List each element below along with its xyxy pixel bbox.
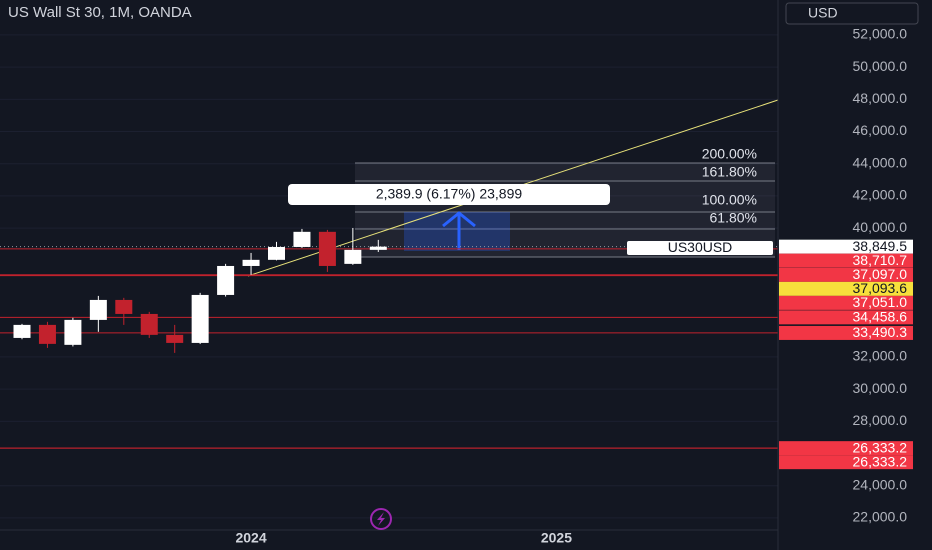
icon-circle[interactable] bbox=[370, 508, 392, 530]
currency-box[interactable] bbox=[785, 2, 919, 25]
grid bbox=[0, 34, 778, 519]
candle-body bbox=[242, 259, 260, 266]
y-tick-label: 44,000.0 bbox=[853, 154, 908, 170]
candle-body bbox=[217, 265, 235, 295]
price-tag-label: 37,051.0 bbox=[853, 294, 908, 310]
projection-box bbox=[404, 212, 510, 251]
projection bbox=[404, 211, 510, 251]
fib-label: 100.00% bbox=[702, 192, 757, 208]
price-tag-label: 26,333.2 bbox=[853, 453, 908, 469]
y-tick-label: 50,000.0 bbox=[853, 58, 908, 74]
last-price-tag bbox=[779, 239, 913, 254]
price-tag bbox=[779, 310, 913, 325]
price-tag bbox=[779, 295, 913, 310]
fib-label: 161.80% bbox=[702, 164, 757, 180]
candle-body bbox=[268, 246, 285, 260]
candle-body bbox=[166, 334, 184, 343]
y-tick-label: 46,000.0 bbox=[853, 122, 908, 138]
price-tags: 38,849.538,710.737,097.037,093.637,051.0… bbox=[779, 238, 913, 470]
measure-label: 2,389.9 (6.17%) 23,899 bbox=[376, 186, 523, 202]
icon-bolt[interactable] bbox=[377, 512, 385, 526]
y-tick-label: 24,000.0 bbox=[853, 476, 908, 492]
currency-label[interactable]: USD bbox=[808, 5, 838, 21]
price-tag-label: 34,458.6 bbox=[853, 309, 908, 325]
price-tag-label: 26,333.2 bbox=[853, 439, 908, 455]
price-tag-label: 37,093.6 bbox=[853, 280, 908, 296]
candle-body bbox=[293, 231, 311, 247]
last-price-label: 38,849.5 bbox=[853, 238, 908, 254]
axis-labels: 22,000.0 24,000.0 28,000.0 30,000.0 32,000.0… bbox=[235, 26, 907, 546]
x-tick-label: 2024 bbox=[235, 530, 266, 546]
candle-body bbox=[38, 324, 56, 344]
y-tick-label: 32,000.0 bbox=[853, 348, 908, 364]
price-tag bbox=[779, 253, 913, 268]
candle-body bbox=[115, 299, 133, 314]
lightning-icon[interactable] bbox=[370, 508, 392, 530]
measure-tooltip bbox=[288, 184, 610, 205]
fib-label: 200.00% bbox=[702, 146, 757, 162]
fib-label: 61.80% bbox=[710, 210, 757, 226]
y-tick-label: 40,000.0 bbox=[853, 219, 908, 235]
price-tag-label: 38,710.7 bbox=[853, 252, 908, 268]
y-tick-label: 30,000.0 bbox=[853, 380, 908, 396]
candle-body bbox=[318, 231, 336, 266]
price-tag-label: 37,097.0 bbox=[853, 266, 908, 282]
candle-body bbox=[64, 319, 82, 345]
candle-body bbox=[13, 324, 31, 338]
symbol-label: US30USD bbox=[668, 239, 733, 255]
price-tag-label: 33,490.3 bbox=[853, 324, 908, 340]
candle-body bbox=[369, 246, 387, 250]
y-tick-label: 42,000.0 bbox=[853, 187, 908, 203]
y-tick-label: 28,000.0 bbox=[853, 412, 908, 428]
x-tick-label: 2025 bbox=[541, 530, 572, 546]
y-tick-label: 22,000.0 bbox=[853, 509, 908, 525]
price-tag bbox=[779, 281, 913, 296]
candle-body bbox=[191, 294, 209, 343]
price-tag bbox=[779, 441, 913, 456]
y-tick-label: 52,000.0 bbox=[853, 26, 908, 42]
y-tick-label: 48,000.0 bbox=[853, 90, 908, 106]
symbol-tag bbox=[627, 241, 773, 255]
projection-arrowhead bbox=[442, 211, 476, 228]
candles bbox=[13, 227, 387, 353]
chart-title: US Wall St 30, 1M, OANDA bbox=[8, 4, 192, 21]
candle-body bbox=[89, 299, 107, 320]
price-tag bbox=[779, 267, 913, 282]
candle-body bbox=[140, 313, 158, 335]
candle-body bbox=[344, 249, 362, 264]
price-tag bbox=[779, 325, 913, 340]
price-tag bbox=[779, 455, 913, 470]
